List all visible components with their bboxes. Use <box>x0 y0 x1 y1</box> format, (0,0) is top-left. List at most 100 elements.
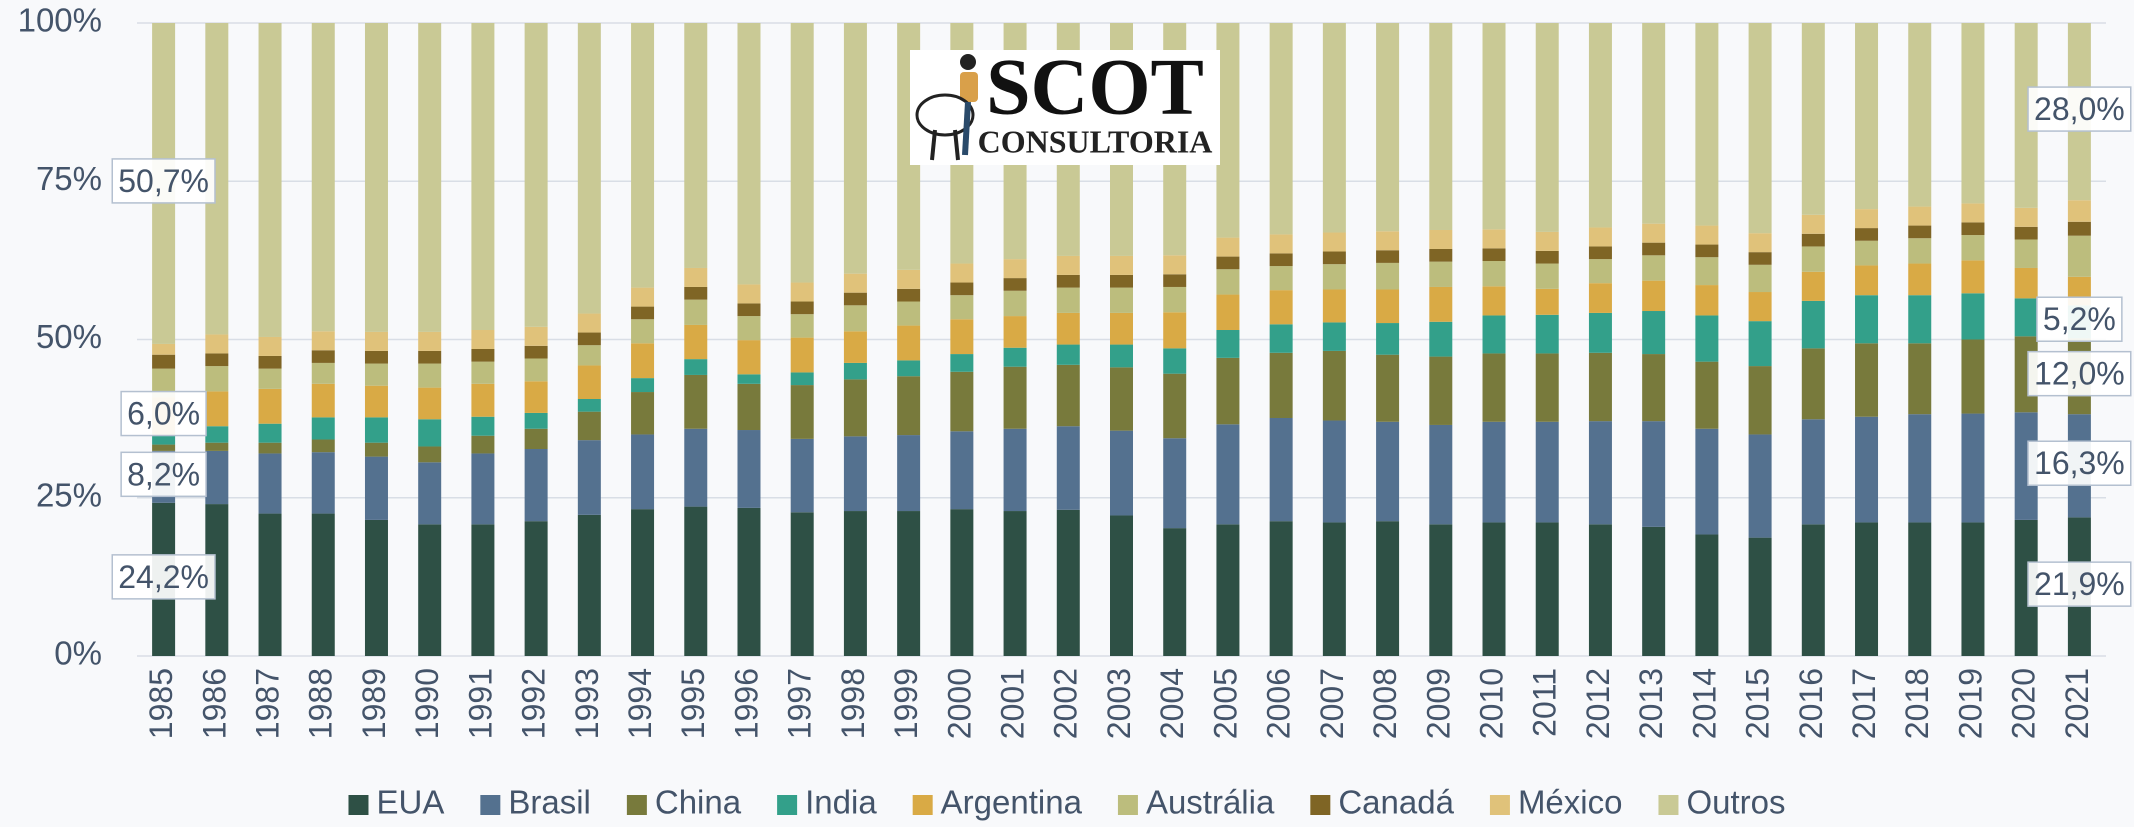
x-tick-label: 2020 <box>2006 668 2042 739</box>
x-tick-label: 1990 <box>409 668 445 739</box>
bar-segment <box>525 23 548 327</box>
bar-segment <box>1589 283 1612 313</box>
bar-segment <box>631 392 654 434</box>
data-label: 21,9% <box>2028 562 2131 606</box>
bar-segment <box>737 23 760 284</box>
bar-segment <box>844 293 867 306</box>
bar-segment <box>2015 227 2038 240</box>
bar-segment <box>1429 230 1452 249</box>
bar-segment <box>1057 345 1080 365</box>
bar-segment <box>1429 262 1452 287</box>
bar-segment <box>525 521 548 656</box>
data-label-text: 50,7% <box>118 163 209 199</box>
x-tick-label: 2011 <box>1527 668 1563 737</box>
x-tick-label: 2021 <box>2059 668 2095 739</box>
bar-segment <box>259 453 282 513</box>
y-tick-label: 0% <box>54 635 102 672</box>
bar-segment <box>1270 521 1293 656</box>
bar-segment <box>1536 232 1559 251</box>
bar-segment <box>365 364 388 386</box>
bar-segment <box>950 295 973 319</box>
bar-segment <box>737 384 760 430</box>
bar-segment <box>1004 429 1027 511</box>
bar-segment <box>365 386 388 418</box>
bar-segment <box>1376 231 1399 250</box>
bar-segment <box>312 440 335 453</box>
bar-segment <box>1749 265 1772 292</box>
data-label: 6,0% <box>121 392 206 436</box>
bar-segment <box>2015 208 2038 227</box>
bar-segment <box>791 283 814 302</box>
bar-segment <box>897 360 920 376</box>
bar-segment <box>684 268 707 287</box>
bar-segment <box>1110 367 1133 430</box>
x-tick-label: 1988 <box>303 668 339 739</box>
x-tick-label: 1999 <box>888 668 924 739</box>
bar-segment <box>1110 431 1133 516</box>
bar-segment <box>1483 522 1506 656</box>
bar-segment <box>1429 249 1452 262</box>
bar-segment <box>525 358 548 381</box>
bar-segment <box>950 431 973 509</box>
bar-segment <box>1057 426 1080 510</box>
bar-segment <box>1483 422 1506 523</box>
legend-label: EUA <box>376 784 444 821</box>
bar-segment <box>1004 367 1027 429</box>
bar-segment <box>2068 222 2091 236</box>
data-label-text: 24,2% <box>118 559 209 595</box>
data-label: 5,2% <box>2037 297 2122 341</box>
bar-segment <box>1589 524 1612 656</box>
x-tick-label: 1995 <box>675 668 711 739</box>
bar-segment <box>1908 226 1931 239</box>
bar-segment <box>1589 313 1612 353</box>
bar-segment <box>1749 321 1772 366</box>
bar-segment <box>205 426 228 442</box>
bar-segment <box>684 429 707 507</box>
legend-label: Brasil <box>508 784 591 821</box>
bar-segment <box>950 283 973 296</box>
x-tick-label: 1986 <box>196 668 232 739</box>
bar-segment <box>631 343 654 378</box>
bar-segment <box>1270 324 1293 352</box>
bar-segment <box>1802 234 1825 247</box>
bar-segment <box>1749 434 1772 537</box>
bar-segment <box>1695 23 1718 226</box>
bar-segment <box>525 449 548 521</box>
bar-segment <box>791 338 814 373</box>
bar-segment <box>1057 256 1080 275</box>
bar-segment <box>578 314 601 333</box>
bar-segment <box>259 443 282 454</box>
data-label: 8,2% <box>121 452 206 496</box>
bar-segment <box>737 508 760 656</box>
bar-segment <box>897 270 920 289</box>
x-tick-label: 2000 <box>941 668 977 739</box>
bar-segment <box>1483 23 1506 229</box>
bar-segment <box>1483 248 1506 261</box>
bar-segment <box>312 384 335 418</box>
bar-segment <box>525 327 548 346</box>
bar-segment <box>1323 351 1346 421</box>
bar-segment <box>897 302 920 326</box>
y-tick-label: 25% <box>36 476 102 513</box>
bar-segment <box>259 23 282 337</box>
bar-segment <box>578 412 601 440</box>
bar-segment <box>844 274 867 293</box>
x-tick-label: 2019 <box>1952 668 1988 739</box>
bar-segment <box>737 303 760 316</box>
bar-segment <box>1270 418 1293 521</box>
bar-segment <box>365 457 388 520</box>
bar-segment <box>1908 522 1931 656</box>
bar-segment <box>1536 353 1559 421</box>
bar-segment <box>737 284 760 303</box>
bar-segment <box>1270 290 1293 324</box>
bar-segment <box>578 440 601 515</box>
bar-segment <box>2068 200 2091 222</box>
bar-segment <box>950 264 973 283</box>
bar-segment <box>1642 255 1665 280</box>
bar-segment <box>1855 209 1878 228</box>
bar-segment <box>1216 330 1239 358</box>
bar-segment <box>1802 348 1825 419</box>
bar-segment <box>1323 421 1346 523</box>
bar-segment <box>897 376 920 435</box>
legend-swatch <box>1490 795 1510 815</box>
